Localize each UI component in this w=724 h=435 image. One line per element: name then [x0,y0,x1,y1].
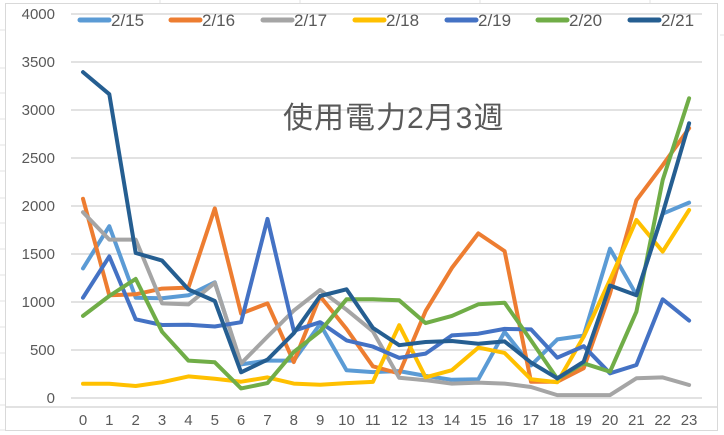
x-tick-label: 23 [681,412,698,429]
x-tick-label: 8 [290,412,298,429]
series-line-2-20[interactable] [81,96,692,391]
legend-label: 2/20 [569,11,602,30]
x-tick-label: 11 [365,412,381,429]
x-tick-label: 4 [184,412,192,429]
y-tick-label: 2000 [22,198,55,215]
legend-label: 2/17 [294,11,327,30]
x-tick-label: 18 [549,412,566,429]
x-tick-label: 2 [132,412,140,429]
y-tick-label: 3500 [22,54,55,71]
legend-label: 2/18 [386,11,419,30]
x-tick-label: 5 [211,412,219,429]
x-tick-label: 21 [628,412,645,429]
x-tick-label: 19 [575,412,592,429]
x-tick-label: 0 [79,412,87,429]
legend-item-2-20[interactable]: 2/20 [535,11,602,30]
y-axis-labels: 0 500 1000 1500 2000 2500 3000 3500 4000 [22,6,55,407]
legend-item-2-15[interactable]: 2/15 [77,11,144,30]
y-tick-label: 4000 [22,6,55,23]
legend-label: 2/21 [661,11,694,30]
x-tick-label: 10 [338,412,355,429]
x-tick-label: 20 [602,412,619,429]
x-tick-label: 22 [654,412,671,429]
series-line-2-16[interactable] [81,126,692,384]
legend-item-2-21[interactable]: 2/21 [627,11,694,30]
x-tick-label: 6 [237,412,245,429]
y-gridlines [71,13,702,399]
legend[interactable]: 2/15 2/16 2/17 2/18 2/19 2/20 2/21 [77,11,694,30]
x-tick-label: 7 [263,412,271,429]
x-tick-label: 9 [316,412,324,429]
chart-title: 使用電力2月3週 [283,102,504,135]
y-tick-label: 2500 [22,150,55,167]
legend-item-2-17[interactable]: 2/17 [260,11,327,30]
x-tick-label: 14 [444,412,461,429]
legend-label: 2/16 [202,11,235,30]
x-axis-labels: 0 1 2 3 4 5 6 7 8 9 10 11 12 13 14 15 16 17 18 19 20 21 22 23 [79,412,698,429]
x-tick-label: 17 [523,412,540,429]
y-tick-label: 1000 [22,294,55,311]
legend-label: 2/19 [478,11,511,30]
x-tick-label: 16 [496,412,513,429]
data-series [81,70,692,398]
y-tick-label: 3000 [22,102,55,119]
legend-label: 2/15 [111,11,144,30]
x-tick-label: 15 [470,412,487,429]
legend-item-2-19[interactable]: 2/19 [444,11,511,30]
x-tick-label: 12 [391,412,408,429]
legend-item-2-18[interactable]: 2/18 [352,11,419,30]
x-tick-label: 1 [105,412,113,429]
y-tick-label: 0 [47,390,55,407]
x-tick-label: 13 [417,412,434,429]
y-tick-label: 500 [30,342,55,359]
series-line-2-21[interactable] [81,70,692,381]
legend-item-2-16[interactable]: 2/16 [168,11,235,30]
y-tick-label: 1500 [22,246,55,263]
x-tick-label: 3 [158,412,166,429]
